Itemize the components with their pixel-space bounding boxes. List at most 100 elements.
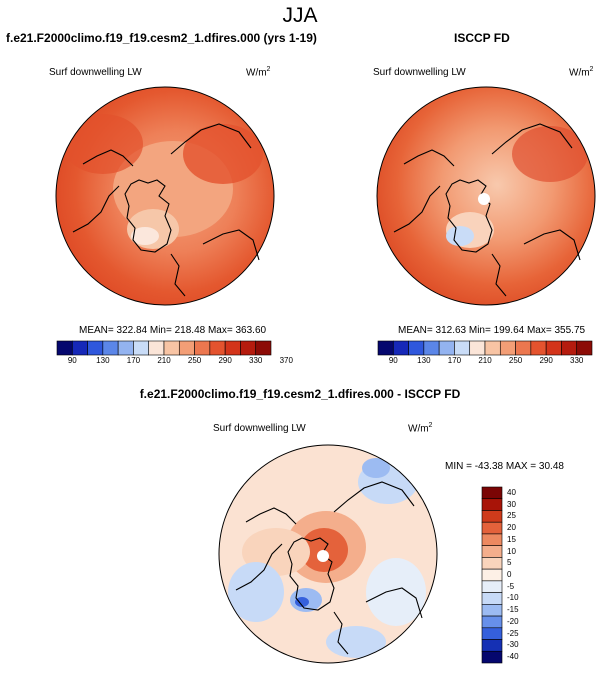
model-stats: MEAN= 322.84 Min= 218.48 Max= 363.60 (79, 325, 267, 336)
colorbar-tick-label: -20 (507, 616, 519, 626)
diff-stats: MIN = -43.38 MAX = 30.48 (445, 461, 564, 472)
colorbar-swatch (481, 568, 503, 582)
colorbar-swatch (481, 615, 503, 629)
obs-panel-title: ISCCP FD (454, 31, 510, 45)
colorbar-swatch (515, 340, 532, 356)
model-coastlines (72, 123, 260, 297)
colorbar-tick-label: -5 (507, 581, 515, 591)
colorbar-swatch (499, 340, 516, 356)
colorbar-swatch (71, 340, 88, 356)
model-colorbar-labels: 90 130 170 210 250 290 330 370 (0, 356, 600, 368)
colorbar-swatch (576, 340, 593, 356)
model-polar-map (55, 86, 275, 306)
colorbar-swatch (481, 580, 503, 593)
obs-colorbar (377, 340, 593, 356)
colorbar-swatch (454, 340, 471, 356)
colorbar-tick-label: 90 (388, 356, 398, 365)
colorbar-tick-label: 290 (218, 356, 232, 365)
diff-coastlines (235, 481, 423, 655)
colorbar-tick-label: -15 (507, 605, 519, 615)
colorbar-tick-label: 25 (507, 511, 516, 521)
model-pacific-field (63, 114, 143, 174)
colorbar-tick-label: 210 (157, 356, 171, 365)
colorbar-swatch (484, 340, 501, 356)
diff-map-border (218, 444, 438, 664)
colorbar-swatch (133, 340, 150, 356)
colorbar-swatch (481, 498, 503, 511)
colorbar-swatch (561, 340, 578, 356)
colorbar-swatch (56, 340, 73, 356)
colorbar-swatch (481, 627, 503, 640)
colorbar-swatch (392, 340, 409, 356)
diff-colorbar (481, 486, 503, 664)
colorbar-tick-label: -25 (507, 628, 519, 638)
colorbar-tick-label: 250 (187, 356, 202, 365)
colorbar-swatch (481, 604, 503, 617)
figure-title: JJA (282, 4, 318, 27)
diff-greenland-min (295, 597, 309, 607)
colorbar-tick-label: -30 (507, 640, 519, 650)
colorbar-swatch (163, 340, 180, 356)
colorbar-tick-label: 210 (478, 356, 492, 365)
colorbar-tick-label: 290 (539, 356, 553, 365)
colorbar-tick-label: 330 (249, 356, 263, 365)
colorbar-swatch (178, 340, 195, 356)
diff-northeast-strong-negative (362, 458, 390, 478)
colorbar-swatch (481, 486, 503, 500)
colorbar-swatch (530, 340, 547, 356)
colorbar-tick-label: 170 (126, 356, 141, 365)
diff-unit-label: W/m2 (408, 422, 433, 435)
colorbar-tick-label: 130 (417, 356, 431, 365)
colorbar-swatch (87, 340, 104, 356)
colorbar-tick-label: 170 (447, 356, 462, 365)
colorbar-swatch (545, 340, 562, 356)
colorbar-tick-label: 30 (507, 499, 516, 509)
model-unit-label: W/m2 (246, 66, 271, 79)
obs-variable-label: Surf downwelling LW (373, 67, 466, 78)
model-map-border (55, 86, 275, 306)
colorbar-swatch (481, 592, 503, 605)
colorbar-tick-label: -10 (507, 593, 519, 603)
colorbar-swatch (102, 340, 119, 356)
colorbar-swatch (408, 340, 425, 356)
colorbar-swatch (481, 557, 503, 570)
obs-colorbar-labels: 90 130 170 210 250 290 330 370 (0, 356, 600, 368)
colorbar-swatch (481, 521, 503, 535)
colorbar-swatch (117, 340, 134, 356)
model-colorbar (56, 340, 272, 356)
diff-southwest-negative (228, 562, 284, 622)
obs-map-border (376, 86, 596, 306)
model-greenland-min-field (131, 227, 159, 245)
diff-south-negative (326, 626, 386, 658)
obs-unit-label: W/m2 (569, 66, 594, 79)
diff-polar-map (218, 444, 438, 664)
model-panel-title: f.e21.F2000climo.f19_f19.cesm2_1.dfires.… (6, 31, 317, 45)
colorbar-swatch (194, 340, 211, 356)
colorbar-swatch (377, 340, 394, 356)
diff-pole-hole (317, 550, 329, 562)
obs-stats: MEAN= 312.63 Min= 199.64 Max= 355.75 (398, 325, 586, 336)
obs-pole-hole (478, 193, 490, 205)
obs-coastlines (393, 123, 581, 297)
colorbar-swatch (148, 340, 165, 356)
colorbar-tick-label: -40 (507, 652, 519, 662)
colorbar-tick-label: 15 (507, 534, 516, 544)
obs-siberia-field (512, 126, 588, 182)
colorbar-tick-label: 10 (507, 546, 516, 556)
colorbar-tick-label: 40 (507, 487, 516, 497)
colorbar-swatch (481, 639, 503, 652)
colorbar-tick-label: 250 (508, 356, 523, 365)
colorbar-tick-label: 370 (279, 356, 293, 365)
colorbar-swatch (469, 340, 486, 356)
colorbar-tick-label: 5 (507, 558, 512, 568)
colorbar-swatch (481, 545, 503, 558)
colorbar-swatch (481, 510, 503, 523)
colorbar-tick-label: 0 (507, 570, 512, 579)
diff-panel-title: f.e21.F2000climo.f19_f19.cesm2_1.dfires.… (139, 387, 461, 401)
diff-variable-label: Surf downwelling LW (213, 423, 306, 434)
colorbar-swatch (255, 340, 272, 356)
colorbar-tick-label: 330 (570, 356, 584, 365)
obs-polar-map (376, 86, 596, 306)
colorbar-tick-label: 90 (67, 356, 77, 365)
colorbar-swatch (423, 340, 440, 356)
